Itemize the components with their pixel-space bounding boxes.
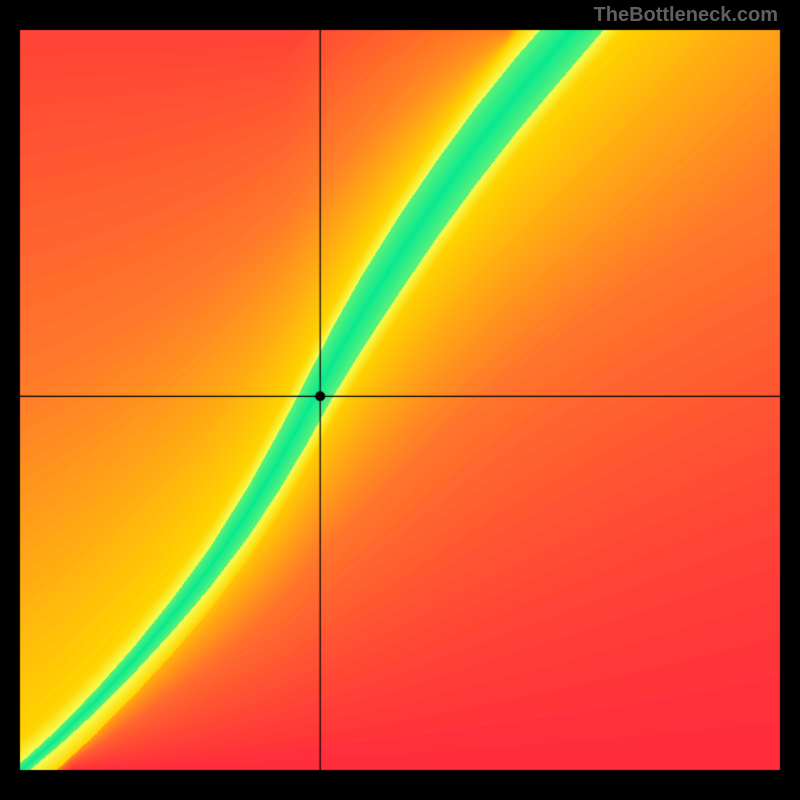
heatmap-canvas (0, 0, 800, 800)
chart-container: TheBottleneck.com (0, 0, 800, 800)
watermark-text: TheBottleneck.com (594, 4, 778, 27)
